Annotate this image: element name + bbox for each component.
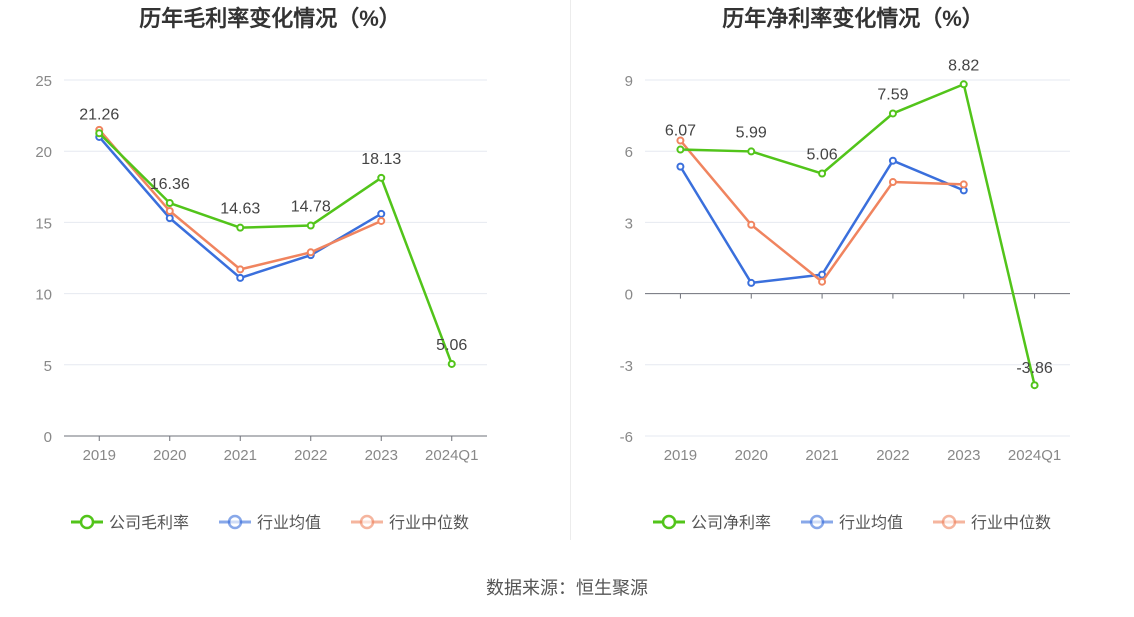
data-label: 18.13 — [361, 151, 401, 168]
data-point — [377, 209, 386, 218]
data-point — [165, 199, 174, 208]
data-label: 5.06 — [807, 147, 838, 164]
legend-label: 公司净利率 — [691, 514, 771, 532]
series-line — [98, 132, 453, 365]
data-label: -3.86 — [1016, 360, 1053, 377]
y-tick-label: 0 — [625, 287, 633, 304]
data-point — [377, 173, 386, 182]
data-point — [747, 147, 756, 156]
y-tick-label: 5 — [44, 358, 52, 375]
x-tick-label: 2023 — [365, 447, 398, 464]
data-label: 5.06 — [436, 337, 467, 354]
legend-marker — [809, 514, 825, 530]
data-point — [888, 178, 897, 187]
legend-marker — [661, 514, 677, 530]
chart-title: 历年毛利率变化情况（%） — [139, 6, 401, 31]
y-tick-label: 3 — [625, 215, 633, 232]
y-tick-label: 10 — [35, 287, 52, 304]
legend-marker — [79, 514, 95, 530]
data-point — [747, 220, 756, 229]
y-tick-label: 20 — [35, 144, 52, 161]
y-tick-label: -3 — [620, 358, 633, 375]
y-tick-label: 15 — [35, 215, 52, 232]
legend-label: 行业均值 — [257, 514, 321, 532]
data-label: 14.78 — [291, 199, 331, 216]
data-point — [818, 270, 827, 279]
data-point — [236, 273, 245, 282]
data-label: 8.82 — [948, 57, 979, 74]
x-tick-label: 2022 — [294, 447, 327, 464]
data-point — [447, 359, 456, 368]
x-tick-label: 2019 — [664, 447, 697, 464]
data-label: 5.99 — [736, 124, 767, 141]
x-tick-label: 2020 — [153, 447, 186, 464]
y-tick-label: 9 — [625, 73, 633, 90]
legend-label: 公司毛利率 — [109, 514, 189, 532]
data-point — [888, 109, 897, 118]
x-tick-label: 2023 — [947, 447, 980, 464]
x-tick-label: 2020 — [735, 447, 768, 464]
legend-label: 行业中位数 — [389, 514, 469, 532]
data-point — [818, 277, 827, 286]
data-point — [818, 169, 827, 178]
y-tick-label: 0 — [44, 429, 52, 446]
data-point — [377, 216, 386, 225]
data-point — [236, 265, 245, 274]
series-line — [680, 83, 1036, 386]
x-tick-label: 2021 — [805, 447, 838, 464]
data-point — [676, 136, 685, 145]
source-note: 数据来源：恒生聚源 — [486, 578, 648, 598]
data-label: 6.07 — [665, 123, 696, 140]
data-label: 16.36 — [150, 176, 190, 193]
data-point — [747, 278, 756, 287]
legend-label: 行业中位数 — [971, 514, 1051, 532]
data-label: 7.59 — [877, 86, 908, 103]
data-point — [1030, 381, 1039, 390]
x-tick-label: 2024Q1 — [425, 447, 478, 464]
legend-marker — [359, 514, 375, 530]
data-point — [165, 214, 174, 223]
data-point — [95, 129, 104, 138]
data-point — [306, 221, 315, 230]
legend-marker — [227, 514, 243, 530]
series-line — [679, 159, 965, 285]
chart-title: 历年净利率变化情况（%） — [722, 6, 984, 31]
x-tick-label: 2022 — [876, 447, 909, 464]
y-tick-label: 25 — [35, 73, 52, 90]
x-tick-label: 2024Q1 — [1008, 447, 1061, 464]
x-tick-label: 2021 — [224, 447, 257, 464]
data-point — [959, 80, 968, 89]
data-point — [306, 248, 315, 257]
x-tick-label: 2019 — [83, 447, 116, 464]
data-label: 21.26 — [79, 106, 119, 123]
legend-label: 行业均值 — [839, 514, 903, 532]
data-point — [676, 162, 685, 171]
y-tick-label: -6 — [620, 429, 633, 446]
data-point — [888, 156, 897, 165]
panel-divider — [570, 0, 571, 540]
data-point — [959, 180, 968, 189]
data-point — [676, 145, 685, 154]
data-label: 14.63 — [220, 201, 260, 218]
data-point — [165, 207, 174, 216]
data-point — [236, 223, 245, 232]
y-tick-label: 6 — [625, 144, 633, 161]
legend-marker — [941, 514, 957, 530]
